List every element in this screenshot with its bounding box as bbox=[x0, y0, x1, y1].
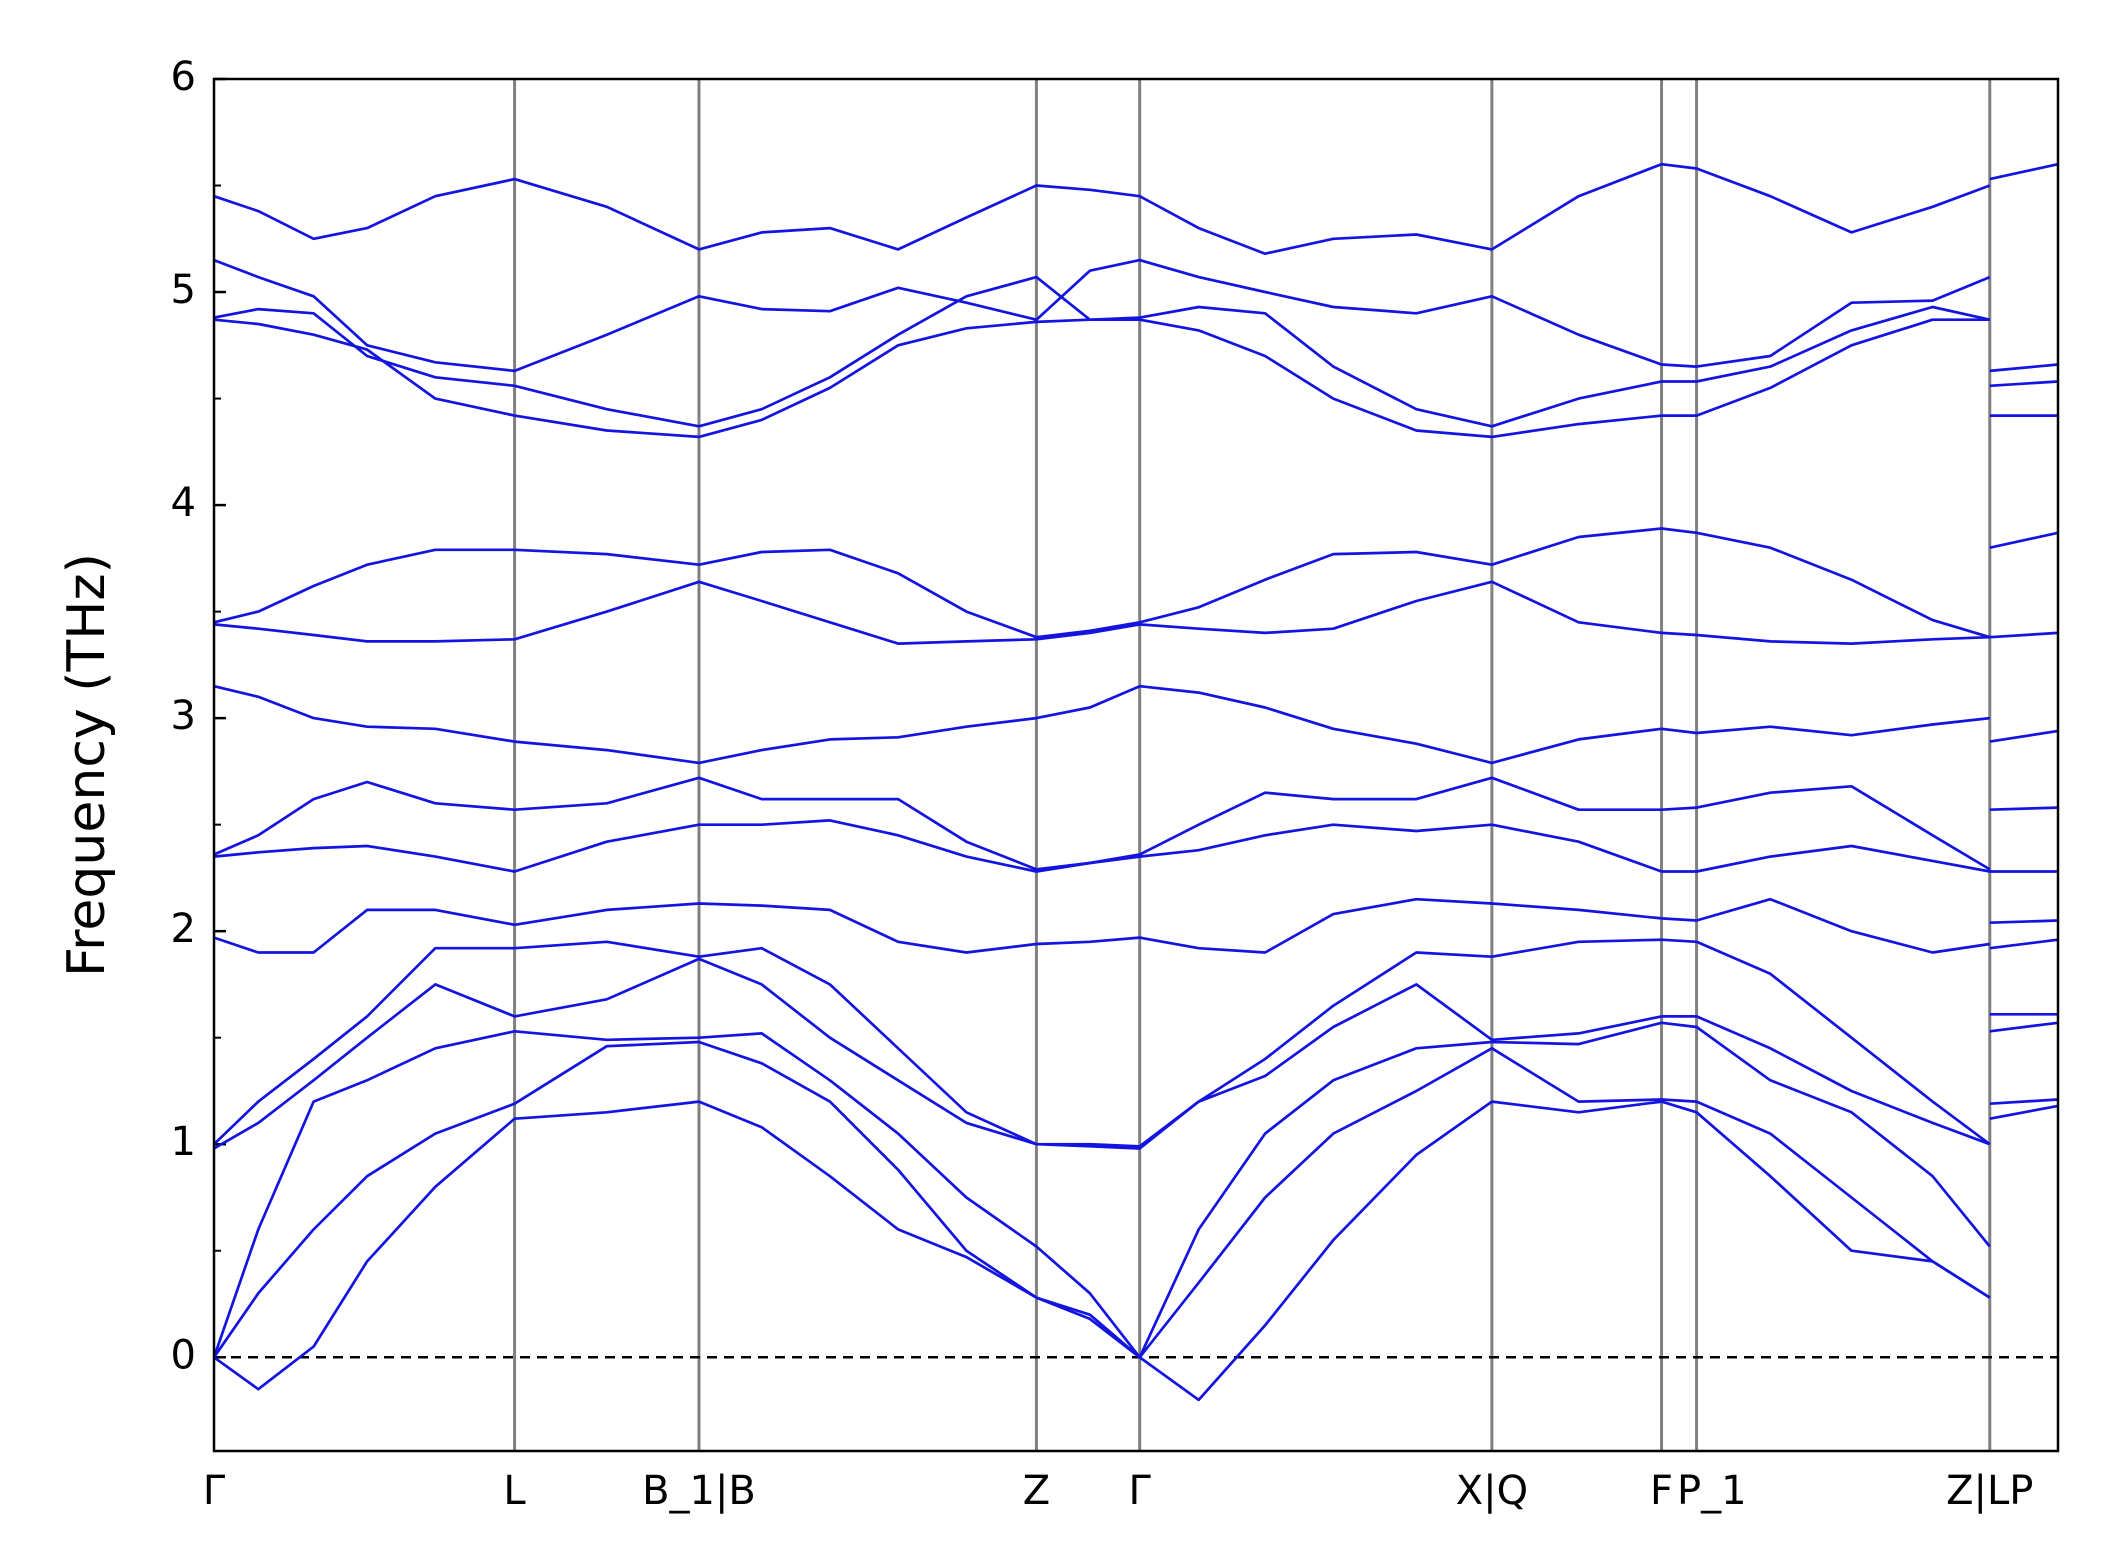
band-line bbox=[213, 580, 2059, 645]
band-line bbox=[212, 1021, 2059, 1359]
y-axis-label: Frequency (THz) bbox=[57, 553, 117, 977]
band-line bbox=[213, 938, 2059, 1148]
band-line bbox=[213, 957, 2058, 1150]
y-tick-label: 4 bbox=[171, 480, 196, 526]
x-tick-label: Z bbox=[1023, 1468, 1050, 1514]
band-line bbox=[213, 275, 2059, 428]
band-line bbox=[213, 684, 2059, 765]
band-line bbox=[213, 527, 2059, 639]
y-tick-label: 5 bbox=[171, 267, 196, 313]
x-tick-label: Γ bbox=[1129, 1468, 1152, 1514]
plot-frame bbox=[212, 77, 2060, 1453]
band-line bbox=[213, 318, 2058, 439]
band-line bbox=[213, 1100, 2059, 1402]
x-tick-label: Z|LP bbox=[1946, 1468, 2033, 1514]
y-tick-label: 3 bbox=[171, 693, 196, 739]
x-tick-label: B_1|B bbox=[642, 1468, 756, 1514]
y-tick-label: 1 bbox=[171, 1119, 196, 1165]
band-line bbox=[213, 819, 2058, 873]
x-tick-label: P_1 bbox=[1677, 1468, 1747, 1514]
y-tick-label: 6 bbox=[171, 54, 196, 100]
x-tick-label: Γ bbox=[203, 1468, 226, 1514]
band-line bbox=[212, 1040, 2059, 1359]
band-line bbox=[213, 776, 2059, 871]
band-line bbox=[213, 897, 2059, 954]
x-tick-label: F bbox=[1650, 1468, 1673, 1514]
y-tick-label: 0 bbox=[171, 1332, 196, 1378]
band-line bbox=[213, 162, 2059, 256]
x-tick-label: L bbox=[503, 1468, 526, 1514]
band-line bbox=[213, 258, 2059, 373]
x-tick-label: X|Q bbox=[1456, 1468, 1528, 1514]
y-tick-label: 2 bbox=[171, 906, 196, 952]
